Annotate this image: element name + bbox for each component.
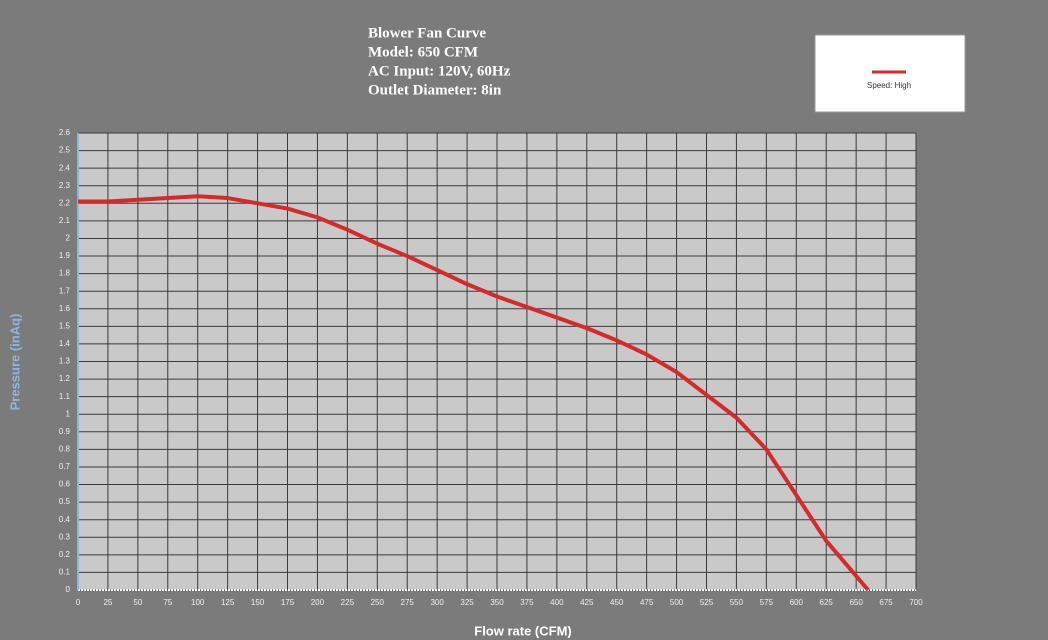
x-axis-title: Flow rate (CFM) [474,623,572,638]
x-tick-label: 600 [790,598,804,607]
y-tick-label: 1.4 [59,339,71,348]
x-tick-label: 225 [341,598,355,607]
x-tick-label: 500 [670,598,684,607]
y-tick-label: 2.2 [59,198,71,207]
y-tick-label: 1.2 [59,374,71,383]
x-tick-label: 675 [879,598,893,607]
x-tick-label: 475 [640,598,654,607]
x-tick-label: 275 [401,598,415,607]
x-tick-label: 650 [849,598,863,607]
x-tick-label: 250 [371,598,385,607]
y-tick-label: 1.8 [59,269,71,278]
x-tick-label: 350 [490,598,504,607]
y-tick-label: 0.3 [59,532,71,541]
x-tick-label: 400 [550,598,564,607]
x-tick-label: 300 [430,598,444,607]
y-tick-label: 1.6 [59,304,71,313]
x-tick-label: 50 [133,598,142,607]
y-tick-label: 1.9 [59,251,71,260]
x-tick-label: 100 [191,598,205,607]
y-tick-label: 1.1 [59,392,71,401]
y-tick-label: 1.7 [59,286,71,295]
y-tick-label: 0.8 [59,444,71,453]
x-tick-label: 700 [909,598,923,607]
y-tick-label: 2.4 [59,163,71,172]
y-tick-label: 1.5 [59,321,71,330]
y-axis-title: Pressure (inAq) [7,314,22,411]
x-tick-label: 575 [760,598,774,607]
x-tick-label: 75 [163,598,172,607]
y-tick-label: 0 [66,585,71,594]
x-tick-label: 25 [103,598,112,607]
y-tick-label: 0.5 [59,497,71,506]
y-tick-label: 0.6 [59,480,71,489]
chart-subtitle: AC Input: 120V, 60Hz [368,63,511,79]
series-line [78,194,870,592]
y-tick-label: 0.2 [59,550,71,559]
x-tick-label: 450 [610,598,624,607]
x-tick-label: 550 [730,598,744,607]
x-tick-label: 625 [820,598,834,607]
x-tick-label: 375 [520,598,534,607]
x-tick-label: 0 [76,598,81,607]
y-tick-label: 0.7 [59,462,71,471]
y-tick-label: 2.1 [59,216,71,225]
x-tick-label: 325 [460,598,474,607]
x-tick-label: 125 [221,598,235,607]
y-tick-label: 0.9 [59,427,71,436]
legend-label: Speed: High [867,81,911,90]
y-tick-label: 2 [66,234,71,243]
x-tick-label: 150 [251,598,265,607]
y-tick-label: 2.6 [59,128,71,137]
y-tick-label: 1.3 [59,357,71,366]
y-tick-label: 2.3 [59,181,71,190]
chart-subtitle: Outlet Diameter: 8in [368,82,502,98]
y-tick-label: 0.4 [59,515,71,524]
y-tick-label: 2.5 [59,146,71,155]
y-tick-label: 0.1 [59,568,71,577]
x-tick-label: 200 [311,598,325,607]
chart-subtitle: Model: 650 CFM [368,44,478,60]
x-tick-label: 175 [281,598,295,607]
x-tick-label: 525 [700,598,714,607]
y-tick-label: 1 [66,409,71,418]
chart-title: Blower Fan Curve [368,25,486,41]
x-tick-label: 425 [580,598,594,607]
